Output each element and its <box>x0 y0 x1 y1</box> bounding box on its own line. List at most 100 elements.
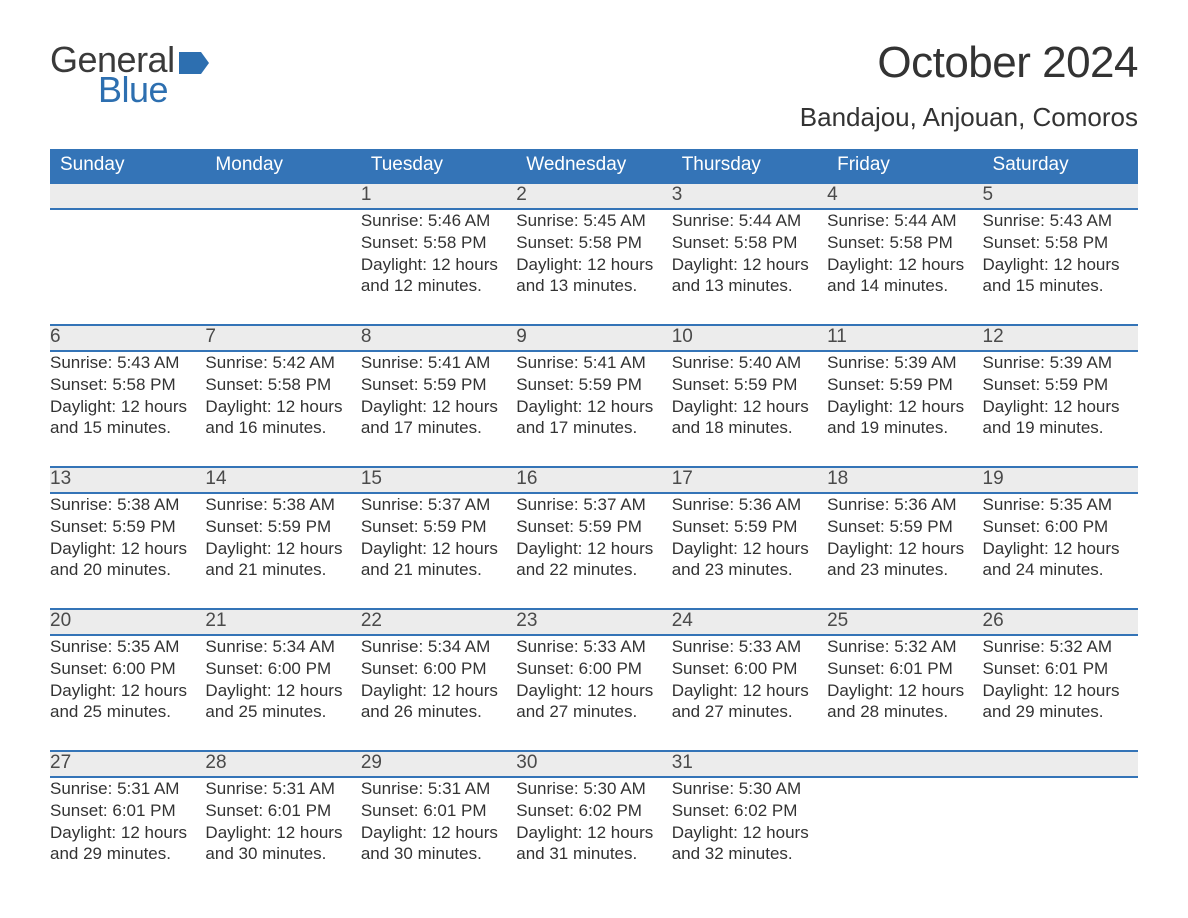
day-info-line: Sunset: 5:59 PM <box>205 516 360 538</box>
day-detail-cell: Sunrise: 5:37 AMSunset: 5:59 PMDaylight:… <box>516 493 671 609</box>
day-info-line: Daylight: 12 hours <box>205 538 360 560</box>
day-info-line: Sunset: 6:01 PM <box>205 800 360 822</box>
day-info-line: and 27 minutes. <box>516 701 671 723</box>
day-detail-cell: Sunrise: 5:35 AMSunset: 6:00 PMDaylight:… <box>983 493 1138 609</box>
day-info-line: and 29 minutes. <box>983 701 1138 723</box>
day-info-line: Sunset: 5:58 PM <box>983 232 1138 254</box>
day-detail-cell <box>827 777 982 875</box>
day-info-line: Sunset: 5:59 PM <box>50 516 205 538</box>
day-detail-cell: Sunrise: 5:43 AMSunset: 5:58 PMDaylight:… <box>50 351 205 467</box>
day-number-cell: 5 <box>983 183 1138 209</box>
day-detail-cell: Sunrise: 5:34 AMSunset: 6:00 PMDaylight:… <box>361 635 516 751</box>
calendar-table: Sunday Monday Tuesday Wednesday Thursday… <box>50 149 1138 875</box>
day-info-line: and 14 minutes. <box>827 275 982 297</box>
day-info-line: Daylight: 12 hours <box>983 396 1138 418</box>
day-info-line: Sunrise: 5:34 AM <box>205 636 360 658</box>
day-info-line: Sunset: 5:59 PM <box>672 374 827 396</box>
day-info-line: and 24 minutes. <box>983 559 1138 581</box>
day-number-cell: 3 <box>672 183 827 209</box>
day-info-line: Daylight: 12 hours <box>516 680 671 702</box>
day-info-line: and 29 minutes. <box>50 843 205 865</box>
day-number-cell: 19 <box>983 467 1138 493</box>
day-detail-cell: Sunrise: 5:32 AMSunset: 6:01 PMDaylight:… <box>983 635 1138 751</box>
day-info-line: and 26 minutes. <box>361 701 516 723</box>
day-info-line: Sunrise: 5:40 AM <box>672 352 827 374</box>
day-number-cell: 17 <box>672 467 827 493</box>
day-info-line: and 23 minutes. <box>672 559 827 581</box>
day-info-line: Sunrise: 5:35 AM <box>983 494 1138 516</box>
day-info-line: Sunrise: 5:45 AM <box>516 210 671 232</box>
daynum-row: 12345 <box>50 183 1138 209</box>
day-info-line: Sunrise: 5:39 AM <box>983 352 1138 374</box>
day-info-line: Sunset: 5:58 PM <box>50 374 205 396</box>
day-info-line: and 16 minutes. <box>205 417 360 439</box>
day-number-cell: 26 <box>983 609 1138 635</box>
day-info-line: Daylight: 12 hours <box>672 538 827 560</box>
day-info-line: Sunrise: 5:39 AM <box>827 352 982 374</box>
day-info-line: and 15 minutes. <box>50 417 205 439</box>
detail-row: Sunrise: 5:31 AMSunset: 6:01 PMDaylight:… <box>50 777 1138 875</box>
day-info-line: Daylight: 12 hours <box>672 396 827 418</box>
day-info-line: Sunrise: 5:31 AM <box>205 778 360 800</box>
logo-text-blue: Blue <box>98 72 209 108</box>
day-info-line: Daylight: 12 hours <box>827 538 982 560</box>
day-number-cell: 31 <box>672 751 827 777</box>
day-number-cell: 25 <box>827 609 982 635</box>
day-detail-cell <box>983 777 1138 875</box>
day-number-cell: 30 <box>516 751 671 777</box>
day-number-cell: 21 <box>205 609 360 635</box>
detail-row: Sunrise: 5:43 AMSunset: 5:58 PMDaylight:… <box>50 351 1138 467</box>
day-info-line: and 17 minutes. <box>516 417 671 439</box>
day-info-line: Sunset: 5:59 PM <box>361 516 516 538</box>
day-info-line: Sunrise: 5:38 AM <box>205 494 360 516</box>
day-info-line: Daylight: 12 hours <box>827 680 982 702</box>
day-number-cell: 22 <box>361 609 516 635</box>
day-info-line: Sunset: 6:00 PM <box>516 658 671 680</box>
day-info-line: and 27 minutes. <box>672 701 827 723</box>
day-number-cell: 11 <box>827 325 982 351</box>
weekday-header: Saturday <box>983 149 1138 183</box>
day-info-line: Daylight: 12 hours <box>361 822 516 844</box>
day-info-line: Sunrise: 5:33 AM <box>516 636 671 658</box>
day-detail-cell: Sunrise: 5:44 AMSunset: 5:58 PMDaylight:… <box>827 209 982 325</box>
day-info-line: Sunrise: 5:43 AM <box>983 210 1138 232</box>
day-info-line: Sunrise: 5:31 AM <box>361 778 516 800</box>
day-info-line: Sunset: 5:59 PM <box>516 516 671 538</box>
day-info-line: Sunset: 6:01 PM <box>827 658 982 680</box>
day-info-line: Sunset: 6:01 PM <box>50 800 205 822</box>
day-info-line: Daylight: 12 hours <box>205 396 360 418</box>
day-info-line: Sunset: 5:58 PM <box>827 232 982 254</box>
daynum-row: 13141516171819 <box>50 467 1138 493</box>
day-detail-cell: Sunrise: 5:31 AMSunset: 6:01 PMDaylight:… <box>205 777 360 875</box>
day-info-line: Daylight: 12 hours <box>672 254 827 276</box>
day-info-line: Sunset: 5:59 PM <box>983 374 1138 396</box>
day-info-line: and 25 minutes. <box>50 701 205 723</box>
day-detail-cell: Sunrise: 5:38 AMSunset: 5:59 PMDaylight:… <box>205 493 360 609</box>
day-detail-cell: Sunrise: 5:43 AMSunset: 5:58 PMDaylight:… <box>983 209 1138 325</box>
day-info-line: and 18 minutes. <box>672 417 827 439</box>
day-info-line: Daylight: 12 hours <box>361 396 516 418</box>
day-info-line: Daylight: 12 hours <box>50 822 205 844</box>
day-info-line: Daylight: 12 hours <box>672 680 827 702</box>
day-info-line: Sunset: 6:00 PM <box>50 658 205 680</box>
day-number-cell: 2 <box>516 183 671 209</box>
day-info-line: Sunrise: 5:41 AM <box>516 352 671 374</box>
day-info-line: Sunset: 6:00 PM <box>983 516 1138 538</box>
day-info-line: Daylight: 12 hours <box>827 396 982 418</box>
day-detail-cell: Sunrise: 5:33 AMSunset: 6:00 PMDaylight:… <box>672 635 827 751</box>
day-info-line: Daylight: 12 hours <box>983 538 1138 560</box>
day-detail-cell: Sunrise: 5:31 AMSunset: 6:01 PMDaylight:… <box>50 777 205 875</box>
day-info-line: Daylight: 12 hours <box>50 396 205 418</box>
day-info-line: Sunrise: 5:38 AM <box>50 494 205 516</box>
day-info-line: Sunset: 5:59 PM <box>827 374 982 396</box>
day-number-cell: 24 <box>672 609 827 635</box>
weekday-header: Sunday <box>50 149 205 183</box>
day-info-line: and 20 minutes. <box>50 559 205 581</box>
day-info-line: Sunrise: 5:35 AM <box>50 636 205 658</box>
weekday-header: Thursday <box>672 149 827 183</box>
day-detail-cell: Sunrise: 5:34 AMSunset: 6:00 PMDaylight:… <box>205 635 360 751</box>
day-detail-cell: Sunrise: 5:40 AMSunset: 5:59 PMDaylight:… <box>672 351 827 467</box>
weekday-header: Friday <box>827 149 982 183</box>
day-info-line: and 13 minutes. <box>516 275 671 297</box>
day-detail-cell: Sunrise: 5:41 AMSunset: 5:59 PMDaylight:… <box>516 351 671 467</box>
